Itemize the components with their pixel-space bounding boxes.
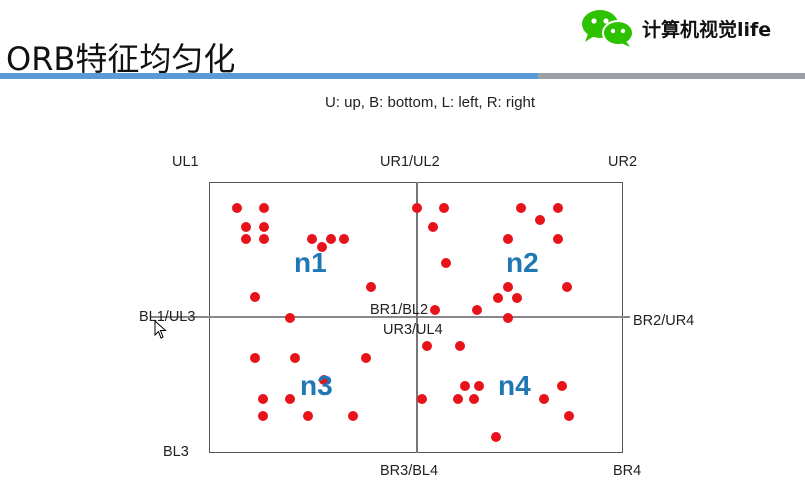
- corner-label-ur2: UR2: [608, 154, 638, 170]
- keypoint: [430, 305, 440, 315]
- keypoint: [553, 203, 563, 213]
- vertical-divider: [416, 182, 418, 453]
- keypoint: [339, 234, 349, 244]
- keypoint: [474, 381, 484, 391]
- keypoint: [285, 313, 295, 323]
- brand: 计算机视觉life: [580, 8, 771, 48]
- corner-label-br2-ur4: BR2/UR4: [633, 313, 695, 329]
- keypoint: [539, 394, 549, 404]
- corner-label-br4: BR4: [613, 463, 642, 479]
- keypoint: [258, 411, 268, 421]
- keypoint: [303, 411, 313, 421]
- mouse-cursor-icon: [154, 320, 167, 339]
- corner-label-ul1: UL1: [172, 154, 199, 170]
- region-label-n2: n2: [506, 247, 539, 278]
- keypoint: [250, 353, 260, 363]
- keypoint: [503, 282, 513, 292]
- keypoint: [241, 222, 251, 232]
- keypoint: [428, 222, 438, 232]
- corner-label-ur3-ul4: UR3/UL4: [383, 322, 443, 338]
- keypoint: [259, 234, 269, 244]
- keypoint: [232, 203, 242, 213]
- keypoint: [516, 203, 526, 213]
- horizontal-divider: [150, 316, 630, 318]
- keypoint: [439, 203, 449, 213]
- keypoint: [455, 341, 465, 351]
- region-label-n4: n4: [498, 370, 531, 401]
- keypoint: [553, 234, 563, 244]
- keypoint: [564, 411, 574, 421]
- keypoint: [348, 411, 358, 421]
- keypoint: [259, 222, 269, 232]
- keypoint: [258, 394, 268, 404]
- keypoint: [326, 234, 336, 244]
- keypoint: [285, 394, 295, 404]
- keypoint: [503, 313, 513, 323]
- keypoint: [469, 394, 479, 404]
- keypoint: [366, 282, 376, 292]
- corner-label-br3-bl4: BR3/BL4: [380, 463, 439, 479]
- wechat-icon: [582, 10, 634, 47]
- keypoint: [307, 234, 317, 244]
- keypoint: [319, 375, 329, 385]
- keypoint: [250, 292, 260, 302]
- keypoint: [259, 203, 269, 213]
- corner-label-bl3: BL3: [163, 444, 189, 460]
- keypoint: [422, 341, 432, 351]
- region-label-n3: n3: [300, 370, 333, 401]
- keypoint: [460, 381, 470, 391]
- region-label-n1: n1: [294, 247, 327, 278]
- keypoint: [503, 234, 513, 244]
- keypoint: [441, 258, 451, 268]
- keypoint: [535, 215, 545, 225]
- keypoint: [361, 353, 371, 363]
- legend-text: U: up, B: bottom, L: left, R: right: [324, 94, 536, 111]
- header-accent-bar: [0, 73, 538, 79]
- keypoint: [412, 203, 422, 213]
- keypoint: [491, 432, 501, 442]
- keypoint: [417, 394, 427, 404]
- keypoint: [512, 293, 522, 303]
- keypoint: [472, 305, 482, 315]
- keypoint: [562, 282, 572, 292]
- keypoint: [241, 234, 251, 244]
- corner-label-br1-bl2: BR1/BL2: [370, 302, 429, 318]
- page-title: ORB特征均匀化: [6, 40, 236, 78]
- keypoint: [453, 394, 463, 404]
- keypoint: [493, 293, 503, 303]
- keypoint: [557, 381, 567, 391]
- brand-text: 计算机视觉life: [642, 18, 772, 41]
- corner-label-ur1-ul2: UR1/UL2: [380, 154, 440, 170]
- corner-label-bl1-ul3: BL1/UL3: [139, 309, 196, 325]
- keypoint: [317, 242, 327, 252]
- keypoint: [290, 353, 300, 363]
